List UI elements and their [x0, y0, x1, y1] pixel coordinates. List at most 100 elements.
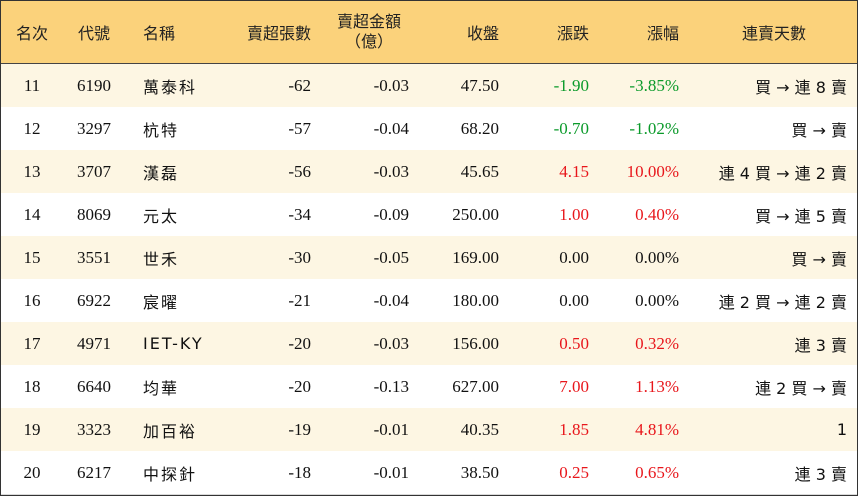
net-sell-lots-cell: -62: [288, 75, 311, 95]
close-price-cell: 38.50: [460, 462, 499, 482]
streak-cell: 買 → 連 8 賣: [755, 77, 847, 97]
net-sell-lots-cell: -34: [288, 204, 311, 224]
rank-cell: 18: [23, 376, 41, 396]
header-net-sell-lots: 賣超張數: [246, 24, 311, 43]
net-sell-amount-cell: -0.04: [373, 290, 409, 310]
close-price-cell: 627.00: [452, 376, 499, 396]
change-cell: 4.15: [559, 161, 589, 181]
code-cell: 6190: [77, 75, 111, 95]
rank-cell: 20: [23, 462, 41, 482]
name-cell: 世禾: [143, 249, 180, 269]
change-cell: 0.50: [559, 333, 589, 353]
change-cell: 0.25: [559, 462, 589, 482]
close-price-cell: 68.20: [460, 118, 499, 138]
table-row: 13 3707 漢磊 -56 -0.03 45.65 4.15 10.00% 連 4 買 → 連…: [1, 150, 857, 194]
header-name: 名稱: [143, 24, 176, 43]
net-sell-amount-cell: -0.01: [373, 462, 409, 482]
change-cell: 1.00: [559, 204, 589, 224]
header-close: 收盤: [466, 24, 499, 43]
code-cell: 6217: [77, 462, 111, 482]
net-sell-lots-cell: -20: [288, 333, 311, 353]
net-sell-lots-cell: -18: [288, 462, 311, 482]
net-sell-amount-cell: -0.03: [373, 333, 409, 353]
change-pct-cell: 0.32%: [635, 333, 679, 353]
change-pct-cell: 0.65%: [635, 462, 679, 482]
change-cell: 0.00: [559, 290, 589, 310]
table-row: 14 8069 元太 -34 -0.09 250.00 1.00 0.40% 買 → 連 5 賣: [1, 193, 857, 237]
name-cell: 加百裕: [143, 421, 198, 441]
close-price-cell: 40.35: [460, 419, 499, 439]
net-sell-amount-cell: -0.01: [373, 419, 409, 439]
table-row: 12 3297 杭特 -57 -0.04 68.20 -0.70 -1.02% 買 → 賣: [1, 107, 857, 151]
header-net-sell-amount: 賣超金額 （億）: [319, 1, 419, 63]
change-pct-cell: -3.85%: [629, 75, 679, 95]
name-cell: 萬泰科: [143, 77, 198, 97]
streak-cell: 連 3 賣: [794, 464, 847, 484]
header-code: 代號: [77, 24, 110, 43]
rank-cell: 17: [23, 333, 41, 353]
code-cell: 3323: [77, 419, 111, 439]
rank-cell: 14: [23, 204, 41, 224]
name-cell: 中探針: [143, 464, 198, 484]
change-pct-cell: 10.00%: [626, 161, 679, 181]
streak-cell: 連 2 買 → 賣: [755, 378, 847, 398]
streak-cell: 連 2 買 → 連 2 賣: [718, 292, 847, 312]
header-rank: 名次: [15, 24, 48, 43]
change-pct-cell: 1.13%: [635, 376, 679, 396]
close-price-cell: 45.65: [460, 161, 499, 181]
change-pct-cell: 0.40%: [635, 204, 679, 224]
table-row: 19 3323 加百裕 -19 -0.01 40.35 1.85 4.81% 1: [1, 408, 857, 452]
close-price-cell: 169.00: [452, 247, 499, 267]
streak-cell: 買 → 賣: [791, 249, 847, 269]
table-row: 20 6217 中探針 -18 -0.01 38.50 0.25 0.65% 連 3 賣: [1, 451, 857, 495]
change-cell: 0.00: [559, 247, 589, 267]
change-cell: 7.00: [559, 376, 589, 396]
streak-cell: 買 → 連 5 賣: [755, 206, 847, 226]
net-sell-lots-cell: -56: [288, 161, 311, 181]
change-cell: -0.70: [553, 118, 589, 138]
net-sell-amount-cell: -0.04: [373, 118, 409, 138]
table-row: 17 4971 IET-KY -20 -0.03 156.00 0.50 0.32% 連 3 賣: [1, 322, 857, 366]
close-price-cell: 47.50: [460, 75, 499, 95]
change-pct-cell: 4.81%: [635, 419, 679, 439]
table-row: 18 6640 均華 -20 -0.13 627.00 7.00 1.13% 連 2 買 → 賣: [1, 365, 857, 409]
change-cell: 1.85: [559, 419, 589, 439]
change-pct-cell: 0.00%: [635, 247, 679, 267]
streak-cell: 連 3 賣: [794, 335, 847, 355]
code-cell: 3551: [77, 247, 111, 267]
name-cell: 均華: [143, 378, 180, 398]
name-cell: IET-KY: [143, 334, 204, 353]
streak-cell: 連 4 買 → 連 2 賣: [718, 163, 847, 183]
code-cell: 4971: [77, 333, 111, 353]
close-price-cell: 250.00: [452, 204, 499, 224]
net-sell-lots-cell: -30: [288, 247, 311, 267]
code-cell: 3707: [77, 161, 111, 181]
name-cell: 宸曜: [143, 292, 180, 312]
change-pct-cell: 0.00%: [635, 290, 679, 310]
net-sell-amount-cell: -0.13: [373, 376, 409, 396]
rank-cell: 13: [23, 161, 41, 181]
header-net-sell-amount-label: 賣超金額: [336, 12, 401, 31]
table-row: 16 6922 宸曜 -21 -0.04 180.00 0.00 0.00% 連 2 買 → 連…: [1, 279, 857, 323]
net-sell-amount-cell: -0.09: [373, 204, 409, 224]
net-sell-lots-cell: -57: [288, 118, 311, 138]
name-cell: 漢磊: [143, 163, 180, 183]
rank-cell: 16: [23, 290, 41, 310]
net-sell-amount-cell: -0.03: [373, 75, 409, 95]
header-change: 漲跌: [556, 24, 589, 43]
rank-cell: 15: [23, 247, 41, 267]
code-cell: 8069: [77, 204, 111, 224]
code-cell: 6922: [77, 290, 111, 310]
rank-cell: 19: [23, 419, 41, 439]
rank-cell: 12: [23, 118, 41, 138]
table-row: 11 6190 萬泰科 -62 -0.03 47.50 -1.90 -3.85% 買 → 連 8…: [1, 64, 857, 108]
change-pct-cell: -1.02%: [629, 118, 679, 138]
name-cell: 杭特: [143, 120, 180, 140]
rank-cell: 11: [23, 75, 41, 95]
streak-cell: 買 → 賣: [791, 120, 847, 140]
name-cell: 元太: [143, 206, 180, 226]
net-sell-lots-cell: -21: [288, 290, 311, 310]
code-cell: 3297: [77, 118, 111, 138]
net-sell-lots-cell: -20: [288, 376, 311, 396]
